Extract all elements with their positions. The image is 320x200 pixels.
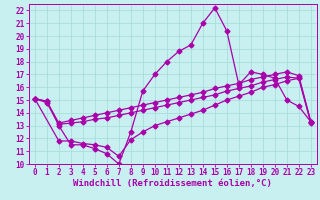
- X-axis label: Windchill (Refroidissement éolien,°C): Windchill (Refroidissement éolien,°C): [73, 179, 272, 188]
